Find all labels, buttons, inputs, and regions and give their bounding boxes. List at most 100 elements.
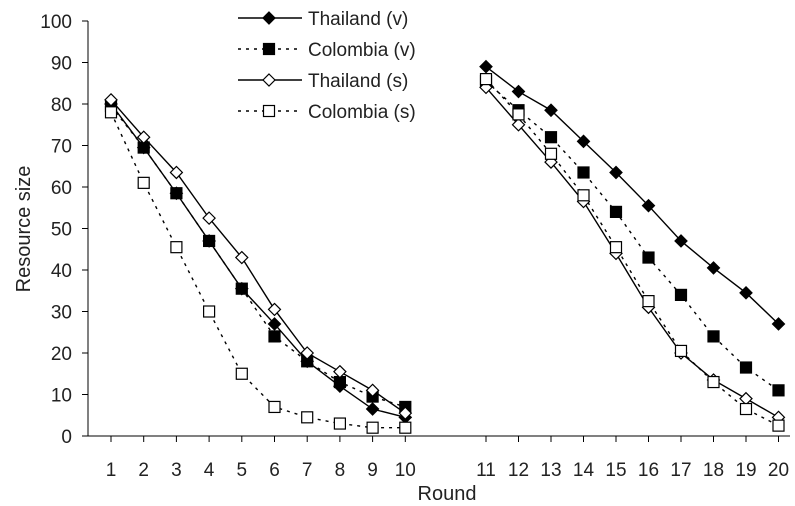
legend-marker-colombia-s <box>262 104 276 118</box>
axes <box>82 20 790 442</box>
data-point-colombia-s <box>544 147 558 160</box>
data-point-colombia-v <box>707 330 720 343</box>
data-point-thailand-v <box>674 234 688 248</box>
x-tick-label: 10 <box>395 460 416 481</box>
data-point-colombia-v <box>739 361 753 374</box>
series-line-thailand-v <box>110 103 406 419</box>
x-tick-label: 14 <box>573 460 595 481</box>
data-point-colombia-s <box>399 421 412 434</box>
legend-label-colombia-s: Colombia (s) <box>308 102 416 123</box>
y-tick-label: 0 <box>61 427 72 448</box>
data-point-thailand-v <box>609 165 623 180</box>
legend: Thailand (v) Colombia (v) Thailand (s) Colo… <box>238 9 416 123</box>
x-axis-title: Round <box>418 483 477 505</box>
data-point-thailand-s <box>739 391 753 406</box>
x-tick-label: 1 <box>106 460 117 481</box>
data-point-thailand-v <box>576 134 591 149</box>
x-tick-label: 12 <box>508 460 529 481</box>
data-point-thailand-s <box>511 117 526 132</box>
x-tick-label: 6 <box>269 460 280 481</box>
y-tick-label: 60 <box>51 178 72 199</box>
legend-marker-thailand-s <box>262 73 276 87</box>
x-tick-label: 11 <box>476 460 496 481</box>
y-axis-title: Resource size <box>13 166 35 293</box>
data-point-colombia-s <box>772 419 785 432</box>
y-tick-label: 100 <box>40 12 72 33</box>
data-point-colombia-s <box>301 411 314 424</box>
series-line-colombia-s <box>110 112 406 429</box>
legend-label-thailand-v: Thailand (v) <box>308 9 408 30</box>
data-point-thailand-s <box>398 406 413 421</box>
data-point-thailand-s <box>365 383 380 398</box>
data-point-thailand-s <box>202 211 216 225</box>
data-point-thailand-s <box>136 130 151 145</box>
x-tick-label: 2 <box>138 460 149 481</box>
legend-label-thailand-s: Thailand (s) <box>308 71 408 92</box>
x-tick-label: 16 <box>638 460 659 481</box>
data-point-colombia-s <box>642 295 655 308</box>
legend-marker-colombia-v <box>262 42 276 56</box>
x-tick-label: 18 <box>703 460 724 481</box>
data-point-colombia-s <box>203 305 216 318</box>
data-point-colombia-s <box>235 367 248 380</box>
x-tick-label: 3 <box>171 460 182 481</box>
series-line-colombia-v <box>110 105 406 408</box>
data-point-thailand-s <box>234 250 249 265</box>
data-point-colombia-s <box>674 344 688 358</box>
y-tick-label: 10 <box>51 386 72 407</box>
x-tick-label: 8 <box>335 460 346 481</box>
x-tick-label: 13 <box>540 460 561 481</box>
x-tick-label: 9 <box>367 460 378 481</box>
data-point-thailand-s <box>267 302 282 317</box>
legend-marker-thailand-v <box>262 11 276 25</box>
data-point-thailand-v <box>641 198 656 213</box>
data-point-thailand-v <box>739 285 753 300</box>
data-point-colombia-v <box>577 166 590 179</box>
x-tick-label: 4 <box>204 460 215 481</box>
data-point-thailand-s <box>104 93 118 107</box>
y-tick-label: 50 <box>51 220 72 241</box>
series-line-thailand-s <box>110 99 406 414</box>
data-point-colombia-s <box>170 241 183 254</box>
data-point-colombia-s <box>609 241 623 254</box>
data-point-colombia-s <box>104 106 118 119</box>
data-point-colombia-v <box>674 288 688 301</box>
series-line-thailand-v <box>485 66 779 325</box>
x-tick-label: 5 <box>237 460 248 481</box>
y-tick-label: 30 <box>51 303 72 324</box>
x-tick-label: 19 <box>735 460 756 481</box>
data-point-colombia-v <box>544 131 558 144</box>
data-point-colombia-s <box>577 189 590 202</box>
series-line-thailand-s <box>485 86 779 418</box>
data-point-thailand-v <box>479 59 493 74</box>
y-tick-label: 20 <box>51 344 72 365</box>
data-point-thailand-v <box>771 317 786 331</box>
y-tick-label: 80 <box>51 95 72 116</box>
y-tick-label: 70 <box>51 137 72 158</box>
series-markers <box>104 59 786 434</box>
data-point-colombia-s <box>512 108 525 121</box>
legend-label-colombia-v: Colombia (v) <box>308 40 416 61</box>
data-point-colombia-s <box>333 417 346 430</box>
y-tick-label: 40 <box>51 261 72 282</box>
series-lines <box>110 66 779 429</box>
data-point-colombia-s <box>707 375 720 389</box>
data-point-colombia-v <box>772 384 785 397</box>
data-point-thailand-s <box>333 364 347 379</box>
data-point-colombia-s <box>137 176 150 189</box>
data-point-thailand-s <box>169 165 184 180</box>
data-point-thailand-v <box>544 103 558 118</box>
data-point-colombia-s <box>366 421 379 434</box>
x-tick-label: 15 <box>605 460 626 481</box>
series-line-colombia-v <box>485 80 779 391</box>
data-point-thailand-v <box>706 261 721 275</box>
y-tick-label: 90 <box>51 54 72 75</box>
data-point-colombia-v <box>203 234 216 248</box>
data-point-colombia-v <box>170 187 183 200</box>
data-point-colombia-v <box>642 251 655 264</box>
data-point-thailand-s <box>300 346 315 360</box>
data-point-colombia-v <box>268 330 281 343</box>
data-point-thailand-v <box>365 402 380 416</box>
